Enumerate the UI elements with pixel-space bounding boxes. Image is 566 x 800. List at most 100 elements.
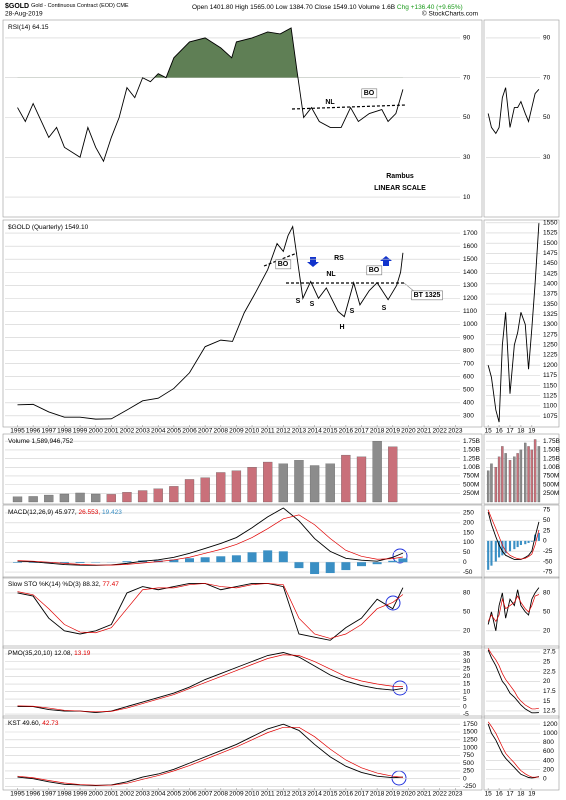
annotation: S [296,298,301,305]
x-tick-label: 1998 [57,428,72,435]
y-tick-label: 1700 [463,230,478,237]
annotation: H [339,324,344,331]
bar [356,562,366,567]
bar [59,493,70,503]
bar [75,492,85,503]
x-tick-label: 2019 [386,428,401,435]
y-tick-label: 1125 [543,392,557,399]
line [17,507,404,566]
y-tick-label: 200 [543,766,554,773]
bar [325,463,335,503]
y-tick-label: 1000 [463,321,478,328]
y-tick-label: 5 [463,696,467,703]
bar [44,562,54,564]
bar [200,557,210,563]
y-tick-label: 15 [463,681,471,688]
annotation-box [275,259,292,270]
y-tick-label: 0 [463,703,467,710]
label-part: $GOLD (Quarterly) 1549.10 [8,224,89,231]
y-tick-label: 300 [463,413,474,420]
bar [516,453,519,503]
bar [294,460,304,503]
bar [216,556,226,563]
panel-label: KST 49.60, 42.73 [8,720,59,727]
annotation-box [366,265,383,276]
symbol-line: $GOLD Gold - Continuous Contract (EOD) C… [5,3,129,10]
panel-frame [2,576,483,649]
instrument-name: Gold - Continuous Contract (EOD) CME [31,3,129,9]
line [487,223,540,423]
y-tick-label: 250M [543,490,559,497]
y-tick-label: 1475 [543,250,558,257]
y-tick-label: 1250 [463,736,478,743]
y-tick-label: 500M [463,481,479,488]
x-tick-label: 15 [485,791,493,798]
y-tick-label: 500 [463,760,474,767]
bar [153,488,163,503]
line [487,594,540,623]
y-tick-label: 1200 [543,721,558,728]
y-tick-label: 250 [463,768,474,775]
bar [490,540,493,566]
x-tick-label: 18 [517,791,525,798]
y-tick-label: 20 [463,628,471,635]
annotation: NL [326,271,336,278]
y-tick-label: 90 [543,35,551,42]
y-tick-label: 25 [543,658,551,665]
y-tick-label: 1075 [543,413,558,420]
bar [309,465,320,503]
x-tick-label: 2023 [448,791,463,798]
overbought-fill [17,27,403,78]
x-tick-label: 2008 [214,791,229,798]
bar [122,561,132,563]
bar [508,460,512,503]
bar [519,449,523,503]
rsi-neckline [291,104,407,110]
x-tick-label: 2012 [276,791,291,798]
x-tick-label: 2021 [417,428,432,435]
annotation: NL [325,99,335,106]
x-tick-label: 1997 [42,428,57,435]
line [17,654,403,713]
y-tick-label: 1.25B [463,455,480,462]
bar [106,494,116,503]
y-tick-label: 12.5 [543,708,556,715]
bar [513,540,516,550]
bar [231,555,241,563]
panel-label: MACD(12,26,9) 45.977, 26.553, 19.423 [8,509,122,516]
label-part: PMO(35,20,10) 12.08, [8,650,73,657]
x-tick-label: 2003 [135,428,150,435]
panel-frame [2,504,483,579]
panel: 300 400 500 600 700 800 900 1000 1100 1200 1300 140… [2,219,483,435]
bar [513,456,516,503]
line [487,587,540,631]
x-tick-label: 2022 [432,791,447,798]
panel-label: Volume 1,589,946,752 [8,438,73,445]
x-tick-label: 2009 [229,428,244,435]
y-tick-label: 1500 [463,729,478,736]
y-tick-label: 900 [463,334,474,341]
panel-frame [2,19,483,218]
y-tick-label: 750 [463,752,474,759]
x-tick-label: 1998 [57,791,72,798]
panel-frame [2,433,483,505]
y-tick-label: 200 [463,519,474,526]
annotation: BO [278,261,289,268]
y-tick-label: 70 [543,74,551,81]
y-tick-label: 50 [543,609,551,616]
annotation: BO [369,267,380,274]
x-tick-label: 2003 [135,791,150,798]
x-tick-label: 2013 [292,791,307,798]
x-tick-label: 17 [506,428,514,435]
label-part: RSI(14) 64.15 [8,24,49,31]
line [487,87,540,135]
y-tick-label: 30 [463,154,471,161]
x-tick-label: 2020 [401,428,416,435]
annotation: S [350,308,355,315]
bar [508,540,512,552]
date: 28-Aug-2019 [5,11,43,18]
line [17,225,404,420]
y-tick-label: 80 [543,590,551,597]
bar [504,453,507,503]
